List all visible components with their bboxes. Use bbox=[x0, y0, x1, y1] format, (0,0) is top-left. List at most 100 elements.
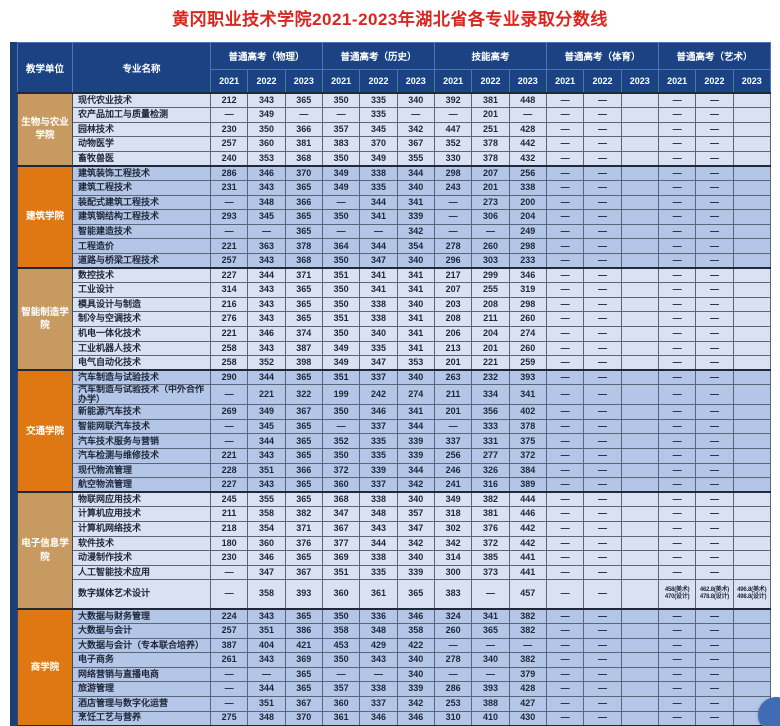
score-cell: 200 bbox=[508, 194, 547, 211]
score-cell: — bbox=[657, 433, 697, 450]
score-cell: — bbox=[657, 369, 697, 386]
score-cell: — bbox=[545, 433, 585, 450]
major-name-cell: 航空物流管理 bbox=[72, 477, 211, 493]
score-cell: 310 bbox=[433, 710, 473, 726]
score-cell: 341 bbox=[508, 384, 547, 406]
score-cell: — bbox=[657, 491, 697, 508]
score-cell: 441 bbox=[508, 564, 547, 581]
score-cell: — bbox=[695, 369, 734, 386]
score-cell: — bbox=[284, 107, 323, 123]
score-cell: 204 bbox=[508, 209, 547, 225]
score-cell: 344 bbox=[396, 418, 435, 435]
score-cell: — bbox=[583, 681, 622, 697]
score-cell: 366 bbox=[284, 462, 323, 479]
score-cell: 377 bbox=[321, 535, 361, 552]
score-cell: — bbox=[583, 282, 622, 298]
major-name-cell: 动物医学 bbox=[72, 136, 211, 152]
score-cell: — bbox=[583, 579, 622, 610]
score-cell: 257 bbox=[209, 253, 249, 269]
score-cell: 382 bbox=[508, 652, 547, 668]
score-cell bbox=[620, 282, 659, 298]
score-cell: — bbox=[545, 136, 585, 152]
header-year: 2021 bbox=[657, 69, 697, 94]
score-cell: — bbox=[695, 666, 734, 683]
score-cell: 340 bbox=[396, 296, 435, 313]
score-cell: — bbox=[583, 404, 622, 420]
score-cell bbox=[732, 652, 771, 668]
score-cell: 347 bbox=[247, 564, 286, 581]
score-cell: 350 bbox=[321, 296, 361, 313]
score-cell: 335 bbox=[359, 433, 398, 450]
score-cell: — bbox=[695, 607, 734, 624]
score-cell bbox=[620, 433, 659, 450]
score-cell: 245 bbox=[209, 491, 249, 508]
score-cell: 442 bbox=[508, 136, 547, 152]
teaching-unit-cell: 生物与农业学院 bbox=[17, 92, 73, 167]
score-cell: — bbox=[433, 418, 473, 435]
score-cell: 371 bbox=[284, 521, 323, 537]
score-cell bbox=[732, 92, 771, 109]
major-name-cell: 畜牧兽医 bbox=[72, 150, 211, 167]
score-cell bbox=[732, 136, 771, 152]
score-cell bbox=[732, 418, 771, 435]
major-name-cell: 物联网应用技术 bbox=[72, 491, 211, 508]
major-name-cell: 数字媒体艺术设计 bbox=[72, 579, 211, 610]
score-cell: — bbox=[657, 150, 697, 167]
score-cell: 346 bbox=[359, 404, 398, 420]
score-cell: — bbox=[657, 282, 697, 298]
table-header: 教学单位 专业名称 普通高考（物理） 普通高考（历史） 技能高考 普通高考（体育… bbox=[17, 42, 771, 94]
score-cell: — bbox=[657, 253, 697, 269]
score-cell bbox=[620, 666, 659, 683]
score-cell: 354 bbox=[396, 238, 435, 255]
score-cell: 365 bbox=[284, 418, 323, 435]
score-cell bbox=[732, 369, 771, 386]
score-cell: 275 bbox=[209, 710, 249, 726]
score-cell: 314 bbox=[209, 282, 249, 298]
major-row: 旅游管理 —344 365 357 338 339 286 393 428— — — — bbox=[18, 681, 771, 697]
score-cell bbox=[732, 521, 771, 537]
score-cell: — bbox=[657, 136, 697, 152]
score-cell: 349 bbox=[321, 355, 361, 371]
score-cell: 360 bbox=[247, 136, 286, 152]
header-year: 2023 bbox=[396, 69, 435, 94]
score-cell: 350 bbox=[321, 607, 361, 624]
score-cell: 365 bbox=[284, 369, 323, 386]
major-row: 汽车技术服务与营销 —344 365 352 335 339 337 331 375— — — — bbox=[18, 433, 771, 450]
score-cell bbox=[620, 253, 659, 269]
score-cell: — bbox=[583, 340, 622, 357]
score-cell: — bbox=[209, 695, 249, 712]
score-cell: 256 bbox=[508, 164, 547, 182]
score-cell: 286 bbox=[433, 681, 473, 697]
score-cell: — bbox=[695, 164, 734, 182]
score-cell: 240 bbox=[209, 150, 249, 167]
score-cell: — bbox=[545, 180, 585, 196]
score-cell bbox=[732, 223, 771, 240]
score-cell bbox=[620, 607, 659, 624]
score-cell: 366 bbox=[284, 121, 323, 138]
score-cell: — bbox=[695, 282, 734, 298]
score-cell: 365 bbox=[284, 282, 323, 298]
score-cell: 217 bbox=[433, 267, 473, 284]
score-cell bbox=[620, 477, 659, 493]
score-cell: — bbox=[583, 136, 622, 152]
score-cell: — bbox=[545, 164, 585, 182]
score-cell: 379 bbox=[508, 666, 547, 683]
score-cell: 216 bbox=[209, 296, 249, 313]
score-cell bbox=[732, 209, 771, 225]
score-cell bbox=[732, 433, 771, 450]
floating-widget-button[interactable] bbox=[758, 697, 780, 726]
score-cell: 343 bbox=[247, 180, 286, 196]
header-group-gaokao-sports: 普通高考（体育） bbox=[545, 42, 659, 70]
major-row: 智能制造学院 数控技术 227 344 371 351 341 341 217 299 346— — —… bbox=[17, 267, 771, 371]
score-cell: 441 bbox=[508, 550, 547, 566]
score-cell bbox=[732, 666, 771, 683]
score-cell bbox=[732, 564, 771, 581]
score-cell: 341 bbox=[396, 326, 435, 342]
score-cell: 392 bbox=[433, 92, 473, 109]
score-cell: 322 bbox=[284, 384, 323, 406]
score-cell: — bbox=[657, 695, 697, 712]
score-cell: 365 bbox=[471, 622, 510, 639]
score-cell bbox=[732, 681, 771, 697]
score-cell: — bbox=[545, 296, 585, 313]
score-cell: — bbox=[657, 92, 697, 109]
